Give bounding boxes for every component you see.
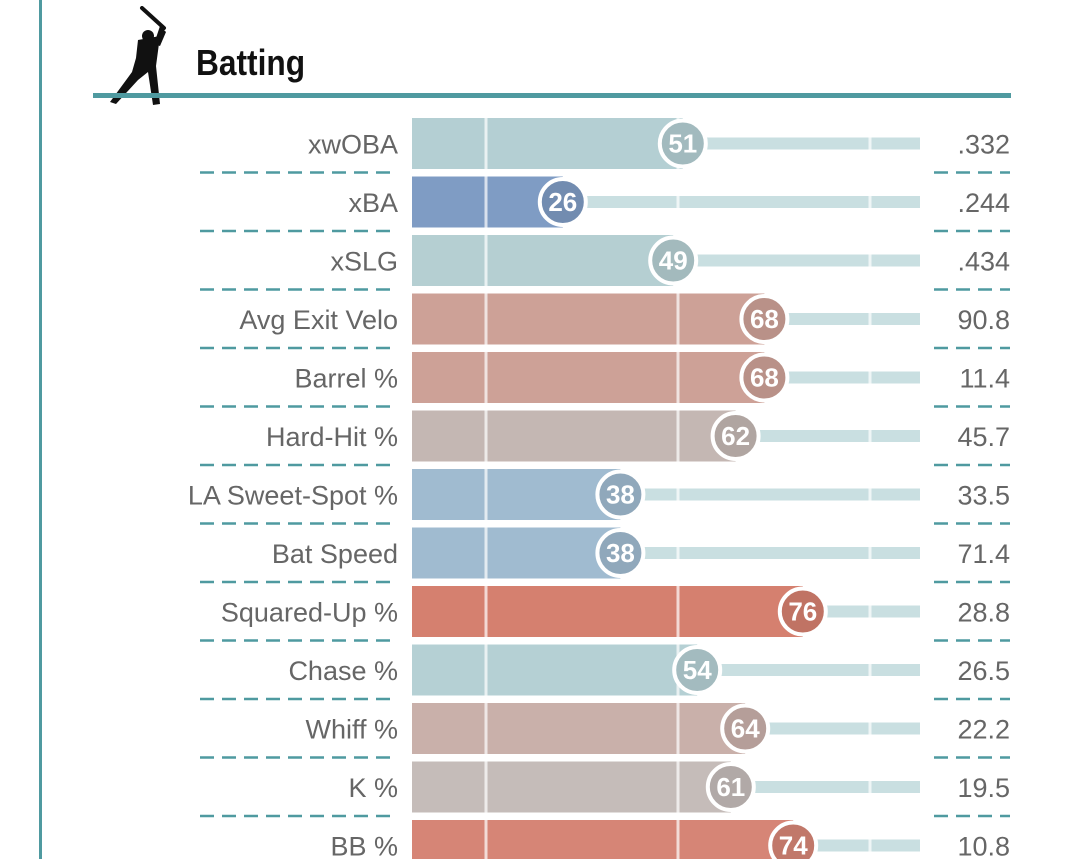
- stat-value: .244: [957, 188, 1010, 218]
- percentile-bar: [412, 293, 765, 345]
- metric-label: K %: [348, 773, 398, 803]
- percentile-value: 64: [731, 714, 760, 744]
- percentile-bar: [412, 118, 683, 169]
- percentile-marker: [710, 411, 761, 461]
- percentile-bar: [412, 644, 698, 696]
- percentile-value: 62: [721, 421, 750, 451]
- metric-label: xBA: [348, 188, 398, 218]
- percentile-marker: [672, 645, 723, 695]
- frame-border: [39, 0, 42, 859]
- percentile-value: 51: [668, 129, 697, 159]
- stat-value: 19.5: [957, 773, 1010, 803]
- percentile-bar: [412, 469, 621, 520]
- batter-silhouette-icon: [110, 6, 166, 105]
- chart-row: Barrel % 68 11.4: [200, 346, 1010, 403]
- metric-label: BB %: [330, 832, 398, 859]
- metric-label: xwOBA: [308, 130, 398, 160]
- stat-value: .434: [957, 247, 1010, 277]
- chart-row: K % 61 19.5: [200, 756, 1010, 813]
- metric-label: Barrel %: [294, 364, 398, 394]
- percentile-marker: [777, 586, 828, 637]
- stat-value: .332: [957, 130, 1010, 160]
- metric-label: Whiff %: [305, 715, 398, 745]
- percentile-marker: [595, 469, 646, 520]
- percentile-bar: [412, 761, 731, 813]
- metric-label: xSLG: [330, 247, 398, 277]
- section-title: Batting: [196, 42, 306, 83]
- chart-row: Chase % 54 26.5: [200, 639, 1010, 696]
- percentile-marker: [739, 294, 790, 344]
- percentile-bar: [412, 820, 794, 859]
- percentile-value: 38: [606, 480, 635, 510]
- percentile-marker: [705, 762, 756, 812]
- chart-row: Avg Exit Velo 68 90.8: [200, 288, 1010, 345]
- chart-row: BB % 74 10.8: [200, 814, 1010, 859]
- stat-value: 28.8: [957, 598, 1010, 628]
- percentile-value: 68: [750, 304, 779, 334]
- percentile-marker: [648, 235, 699, 286]
- stat-value: 45.7: [957, 422, 1010, 452]
- percentile-bar: [412, 235, 674, 286]
- percentile-marker: [595, 528, 646, 578]
- chart-row: Hard-Hit % 62 45.7: [200, 405, 1010, 462]
- percentile-value: 54: [683, 655, 712, 685]
- stat-value: 11.4: [959, 364, 1010, 394]
- stat-value: 26.5: [957, 656, 1010, 686]
- percentile-value: 68: [750, 363, 779, 393]
- percentile-marker: [739, 352, 790, 403]
- stat-value: 71.4: [957, 539, 1010, 569]
- chart-row: xwOBA 51 .332: [308, 118, 1010, 169]
- chart-row: Whiff % 64 22.2: [200, 697, 1010, 754]
- percentile-marker: [657, 118, 708, 169]
- stat-value: 90.8: [957, 305, 1010, 335]
- chart-row: xBA 26 .244: [200, 171, 1010, 228]
- stat-value: 33.5: [957, 481, 1010, 511]
- metric-label: Bat Speed: [272, 539, 398, 569]
- chart-row: LA Sweet-Spot % 38 33.5: [188, 463, 1010, 520]
- metric-label: LA Sweet-Spot %: [188, 481, 398, 511]
- percentile-bar: [412, 410, 736, 462]
- percentile-value: 38: [606, 538, 635, 568]
- header-divider: [93, 93, 1011, 98]
- stat-value: 10.8: [957, 832, 1010, 859]
- percentile-bar: [412, 703, 746, 754]
- percentile-bar: [412, 527, 621, 579]
- chart-row: xSLG 49 .434: [200, 229, 1010, 286]
- percentile-value: 61: [716, 772, 745, 802]
- percentile-marker: [720, 703, 771, 754]
- percentile-marker: [537, 177, 588, 227]
- chart-row: Squared-Up % 76 28.8: [200, 580, 1010, 637]
- percentile-bar: [412, 586, 803, 637]
- percentile-value: 49: [659, 246, 688, 276]
- percentile-bar: [412, 352, 765, 403]
- percentile-value: 26: [548, 187, 577, 217]
- chart-row: Bat Speed 38 71.4: [200, 522, 1010, 579]
- stat-value: 22.2: [957, 715, 1010, 745]
- metric-label: Chase %: [288, 656, 398, 686]
- percentile-value: 76: [788, 597, 817, 627]
- metric-label: Hard-Hit %: [266, 422, 398, 452]
- metric-label: Squared-Up %: [221, 598, 398, 628]
- percentile-value: 74: [779, 831, 808, 859]
- percentile-marker: [768, 820, 819, 859]
- metric-label: Avg Exit Velo: [239, 305, 398, 335]
